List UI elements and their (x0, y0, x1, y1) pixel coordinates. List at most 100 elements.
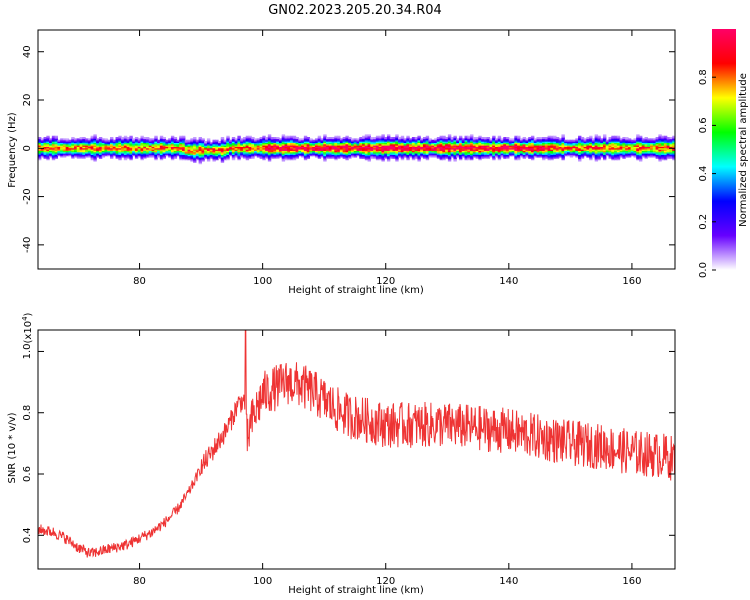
spectrogram-cell (176, 149, 180, 151)
spectrogram-cell (198, 143, 203, 146)
spectrogram-cell (184, 149, 189, 151)
snr-series-line (38, 330, 675, 558)
spectrogram-cell (334, 141, 338, 143)
spectrogram-cell (630, 150, 635, 153)
spectrogram-cell (317, 142, 322, 145)
spectrogram-cell (578, 159, 582, 162)
spectrogram-cell (528, 145, 532, 147)
spectrogram-cell (439, 150, 443, 153)
spectrogram-cell (339, 147, 344, 150)
spectrogram-cell (359, 142, 363, 145)
spectrogram-cell (600, 146, 604, 149)
spectrogram-cell (661, 143, 665, 146)
spectrogram-cell (470, 158, 474, 161)
spectrogram-cell (162, 146, 166, 149)
spectrogram-cell (226, 142, 230, 145)
spectrogram-cell (450, 154, 455, 157)
spectrogram-cell (578, 142, 582, 145)
spectrogram-cell (334, 147, 338, 150)
spectrogram-cell (658, 137, 662, 139)
spectrogram-cell (76, 143, 81, 146)
spectrogram-cell (342, 155, 347, 158)
spectrogram-cell (550, 139, 554, 142)
spectrogram-cell (575, 153, 579, 155)
spectrogram-cell (586, 153, 590, 155)
spectrogram-cell (79, 149, 83, 151)
spectrogram-cell (312, 145, 316, 147)
spectrogram-cell (492, 149, 496, 151)
spectrogram-cell (431, 149, 435, 151)
spectrogram-cell (182, 153, 186, 155)
spectrogram-cell (578, 141, 582, 143)
spectrogram-cell (566, 139, 571, 142)
spectrogram-cell (481, 156, 485, 159)
spectrogram-cell (87, 143, 92, 146)
spectrogram-cell (290, 143, 294, 146)
spectrogram-cell (481, 154, 485, 157)
spectrogram-cell (93, 137, 97, 139)
spectrogram-cell (500, 150, 504, 153)
snr-x-tick-label: 160 (622, 576, 641, 587)
spectrogram-cell (173, 146, 178, 149)
spectrogram-cell (157, 143, 161, 146)
spectrogram-cell (162, 151, 166, 154)
spectrogram-cell (126, 153, 130, 155)
spectrogram-cell (586, 139, 590, 142)
spectrogram-cell (129, 146, 133, 149)
spectrogram-cell (71, 138, 75, 141)
spectrogram-cell (542, 138, 546, 141)
spectrogram-cell (494, 145, 499, 147)
spectrogram-cell (489, 153, 493, 155)
spectrogram-cell (558, 146, 563, 149)
spectrogram-cell (206, 158, 211, 161)
spectrogram-cell (652, 151, 657, 154)
spectrogram-cell (140, 158, 144, 161)
spectrogram-cell (218, 155, 222, 158)
spectrogram-cell (281, 142, 286, 145)
spectrogram-cell (533, 139, 538, 142)
spectrogram-cell (508, 150, 513, 153)
spectrogram-cell (101, 150, 106, 153)
spectrogram-cell (411, 154, 416, 157)
spectrogram-cell (614, 147, 618, 150)
spectrogram-cell (323, 146, 327, 149)
spectrogram-cell (193, 149, 197, 151)
spectrogram-cell (494, 143, 499, 146)
spectrogram-cell (409, 153, 413, 155)
spectrogram-cell (306, 142, 311, 145)
spectrogram-cell (661, 146, 665, 149)
spectrogram-cell (478, 155, 482, 158)
spectrogram-cell (666, 137, 671, 139)
spectrogram-cell (445, 141, 449, 143)
spectrogram-cell (530, 141, 535, 143)
spectrogram-cell (555, 154, 560, 157)
spectrogram-cell (359, 151, 363, 154)
spectrogram-cell (290, 151, 294, 154)
spectrogram-cell (245, 139, 250, 142)
spectrogram-cell (508, 151, 513, 154)
spectrogram-cell (134, 154, 139, 157)
spectrogram-cell (578, 151, 582, 154)
spectrogram-cell (284, 153, 288, 155)
spectrogram-cell (104, 138, 108, 141)
spectrogram-cell (179, 145, 183, 147)
spectrogram-cell (663, 150, 668, 153)
spectrogram-cell (425, 147, 430, 150)
spectrogram-cell (478, 154, 482, 157)
spectrogram-cell (522, 138, 527, 141)
spectrogram-cell (611, 153, 615, 155)
spectrogram-cell (201, 139, 205, 142)
spectrogram-cell (206, 142, 211, 145)
spectrogram-cell (569, 149, 574, 151)
spectrogram-cell (525, 155, 529, 158)
spectrogram-cell (492, 137, 496, 139)
spectrogram-cell (591, 141, 596, 143)
spectrogram-cell (62, 145, 67, 147)
spectrogram-cell (223, 146, 227, 149)
spectrogram-cell (439, 155, 443, 158)
spectrogram-cell (284, 145, 288, 147)
spectrogram-cell (320, 141, 324, 143)
spectrogram-cell (168, 146, 172, 149)
spectrogram-cell (43, 150, 47, 153)
spectrogram-cell (425, 154, 430, 157)
